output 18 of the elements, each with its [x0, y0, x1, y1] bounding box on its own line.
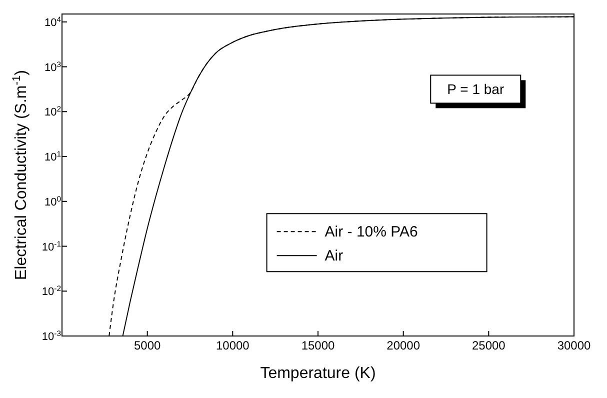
y-tick-label: 10$^{2}$	[44, 104, 61, 119]
y-tick-label: 10$^{3}$	[44, 59, 61, 74]
legend-label: Air	[324, 248, 344, 265]
annotation: P = 1 bar	[447, 81, 504, 98]
x-tick-label: 10000	[216, 338, 250, 353]
y-tick-label: 10$^{1}$	[44, 149, 61, 164]
x-tick-label: 15000	[301, 338, 336, 353]
x-axis-title: Temperature (K)	[260, 365, 376, 382]
x-tick-label: 5000	[134, 338, 162, 353]
x-tick-label: 30000	[557, 338, 592, 353]
y-tick-label: 10$^{0}$	[44, 194, 61, 208]
y-tick-label: 10$^{4}$	[44, 14, 62, 29]
y-tick-label: 10$^{-2}$	[42, 284, 61, 298]
y-tick-label: 10$^{-1}$	[42, 238, 61, 254]
x-tick-label: 20000	[386, 338, 420, 353]
legend-label: Air - 10% PA6	[324, 224, 418, 241]
y-tick-label: 10$^{-3}$	[42, 328, 61, 343]
x-tick-label: 25000	[472, 338, 506, 353]
